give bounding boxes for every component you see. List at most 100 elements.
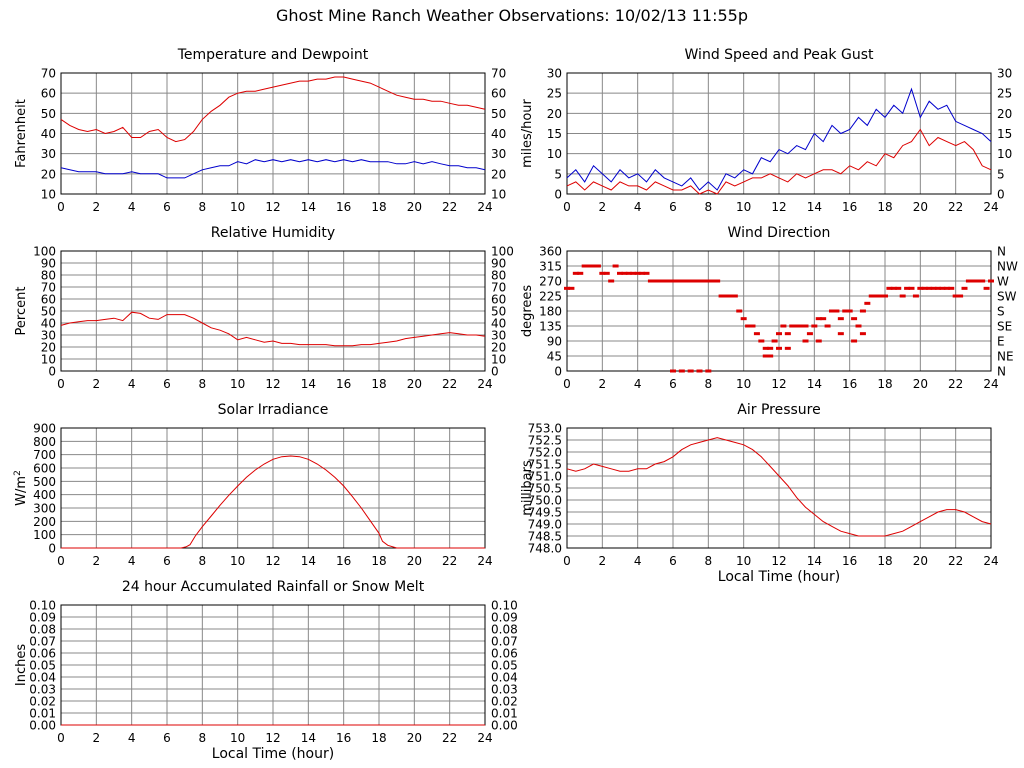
y-tick-label: 400 (33, 488, 56, 502)
x-tick-label: 10 (230, 731, 245, 745)
x-tick-label: 22 (442, 377, 457, 391)
data-point (621, 271, 628, 275)
x-tick-label: 2 (93, 377, 101, 391)
y-tick-label: 10 (547, 147, 562, 161)
data-point (572, 271, 579, 275)
x-tick-label: 0 (57, 377, 65, 391)
x-tick-label: 14 (807, 377, 822, 391)
y-tick-label-right: 50 (491, 107, 506, 121)
x-tick-label: 10 (736, 377, 751, 391)
x-tick-label: 22 (948, 554, 963, 568)
x-tick-label: 0 (563, 554, 571, 568)
data-point (873, 294, 880, 298)
data-point (674, 279, 681, 283)
y-tick-label-right: 15 (997, 127, 1012, 141)
x-tick-label: 6 (163, 554, 171, 568)
y-tick-label-right: E (997, 335, 1005, 349)
data-point (749, 324, 756, 328)
x-tick-label: 20 (913, 554, 928, 568)
data-point (564, 286, 570, 290)
x-tick-label: 6 (669, 554, 677, 568)
y-axis-label: W/m2 (13, 470, 29, 506)
y-tick-label-right: 0.01 (491, 707, 518, 721)
x-tick-label: 20 (913, 377, 928, 391)
x-tick-label: 2 (599, 554, 607, 568)
y-tick-label-right: 0.03 (491, 683, 518, 697)
x-tick-label: 0 (57, 554, 65, 568)
x-tick-label: 18 (371, 731, 386, 745)
x-tick-label: 22 (948, 377, 963, 391)
data-point (784, 346, 791, 350)
x-tick-label: 0 (57, 200, 65, 214)
y-axis-label-text: Fahrenheit (14, 99, 29, 168)
chart-title: Relative Humidity (211, 225, 335, 241)
data-point (670, 279, 676, 283)
data-point (882, 294, 888, 298)
data-point (820, 317, 827, 321)
y-tick-label-right: 40 (491, 317, 506, 331)
x-tick-label: 22 (948, 200, 963, 214)
x-tick-label: 12 (771, 377, 786, 391)
data-point (603, 271, 610, 275)
data-point (948, 286, 955, 290)
x-tick-label: 2 (599, 200, 607, 214)
x-tick-label: 8 (199, 731, 207, 745)
x-tick-label: 20 (407, 377, 422, 391)
y-tick-label-right: 0 (491, 365, 499, 379)
x-tick-label: 18 (371, 554, 386, 568)
data-point (890, 286, 897, 290)
y-tick-label-right: 0.08 (491, 623, 518, 637)
y-tick-label: 0.03 (29, 683, 56, 697)
data-point (696, 279, 703, 283)
data-point (678, 279, 685, 283)
data-point (930, 286, 937, 290)
data-point (577, 271, 584, 275)
data-point (979, 279, 986, 283)
y-tick-label: 700 (33, 448, 56, 462)
data-point (705, 369, 712, 373)
chart-title: Solar Irradiance (218, 402, 329, 418)
x-tick-label: 0 (57, 731, 65, 745)
data-point (815, 339, 822, 343)
data-point (683, 279, 690, 283)
data-point (647, 279, 654, 283)
data-point (789, 324, 796, 328)
y-tick-label: 20 (41, 167, 56, 181)
x-tick-label: 4 (128, 200, 136, 214)
data-point (656, 279, 663, 283)
plot-frame (60, 250, 486, 372)
x-tick-label: 4 (128, 377, 136, 391)
data-point (912, 294, 919, 298)
plot-frame (60, 427, 486, 549)
y-tick-label: 0.00 (29, 719, 56, 733)
x-tick-label: 2 (93, 554, 101, 568)
y-tick-label-right: 90 (491, 257, 506, 271)
x-tick-label: 20 (913, 200, 928, 214)
data-point (780, 324, 787, 328)
y-tick-label: 10 (41, 188, 56, 202)
y-tick-label: 600 (33, 462, 56, 476)
data-point (652, 279, 659, 283)
x-tick-label: 10 (230, 200, 245, 214)
x-tick-label: 12 (265, 554, 280, 568)
y-tick-label: 0.07 (29, 635, 56, 649)
y-tick-label-right: 0.05 (491, 659, 518, 673)
y-tick-label: 10 (41, 353, 56, 367)
y-tick-label-right: N (997, 365, 1006, 379)
data-point (661, 279, 668, 283)
x-tick-label: 18 (877, 200, 892, 214)
data-point (608, 279, 615, 283)
y-tick-label: 750.0 (528, 494, 562, 508)
data-point (811, 324, 818, 328)
y-tick-label: 752.5 (528, 434, 562, 448)
y-tick-label: 0.04 (29, 671, 56, 685)
x-tick-label: 24 (477, 731, 492, 745)
y-tick-label-right: 0.06 (491, 647, 518, 661)
x-tick-label: 8 (199, 377, 207, 391)
data-point (643, 271, 650, 275)
y-tick-label: 270 (539, 275, 562, 289)
data-point (988, 279, 994, 283)
